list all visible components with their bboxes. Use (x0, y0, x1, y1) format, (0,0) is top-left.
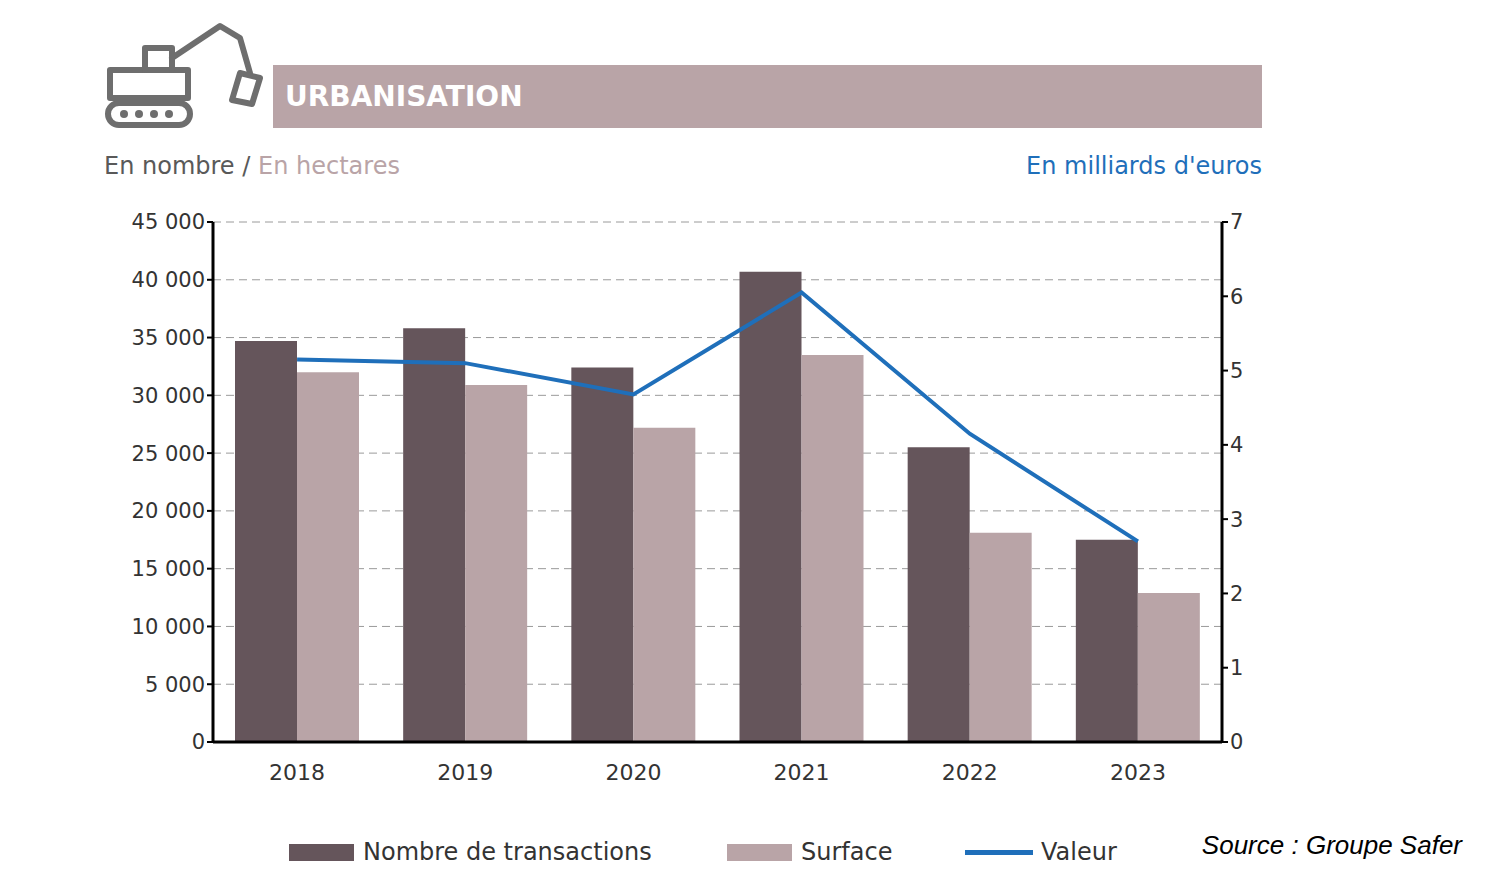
svg-text:6: 6 (1230, 285, 1243, 309)
svg-text:35 000: 35 000 (132, 326, 205, 350)
html-text:Surface: Surface (801, 838, 893, 866)
svg-text:2022: 2022 (942, 760, 998, 785)
svg-text:5: 5 (1230, 359, 1243, 383)
svg-text:5 000: 5 000 (145, 673, 205, 697)
svg-text:0: 0 (1230, 730, 1243, 754)
svg-text:7: 7 (1230, 210, 1243, 234)
svg-text:30 000: 30 000 (132, 384, 205, 408)
html-text:En nombre / En hectares: En nombre / En hectares (104, 152, 400, 180)
html-text:Nombre de transactions: Nombre de transactions (363, 838, 652, 866)
html-text:URBANISATION: URBANISATION (285, 80, 523, 113)
svg-text:2021: 2021 (774, 760, 830, 785)
svg-text:2018: 2018 (269, 760, 325, 785)
svg-text:40 000: 40 000 (132, 268, 205, 292)
html-text:Valeur: Valeur (1041, 838, 1117, 866)
svg-text:0: 0 (192, 730, 205, 754)
svg-text:15 000: 15 000 (132, 557, 205, 581)
svg-text:2023: 2023 (1110, 760, 1166, 785)
svg-text:2: 2 (1230, 582, 1243, 606)
svg-text:4: 4 (1230, 433, 1243, 457)
svg-text:3: 3 (1230, 508, 1243, 532)
svg-text:10 000: 10 000 (132, 615, 205, 639)
svg-text:45 000: 45 000 (132, 210, 205, 234)
html-text:En milliards d'euros: En milliards d'euros (1026, 152, 1262, 180)
svg-text:20 000: 20 000 (132, 499, 205, 523)
svg-text:1: 1 (1230, 656, 1243, 680)
html-text:Source : Groupe Safer: Source : Groupe Safer (1201, 830, 1462, 860)
svg-text:2019: 2019 (437, 760, 493, 785)
svg-text:25 000: 25 000 (132, 442, 205, 466)
svg-text:2020: 2020 (605, 760, 661, 785)
